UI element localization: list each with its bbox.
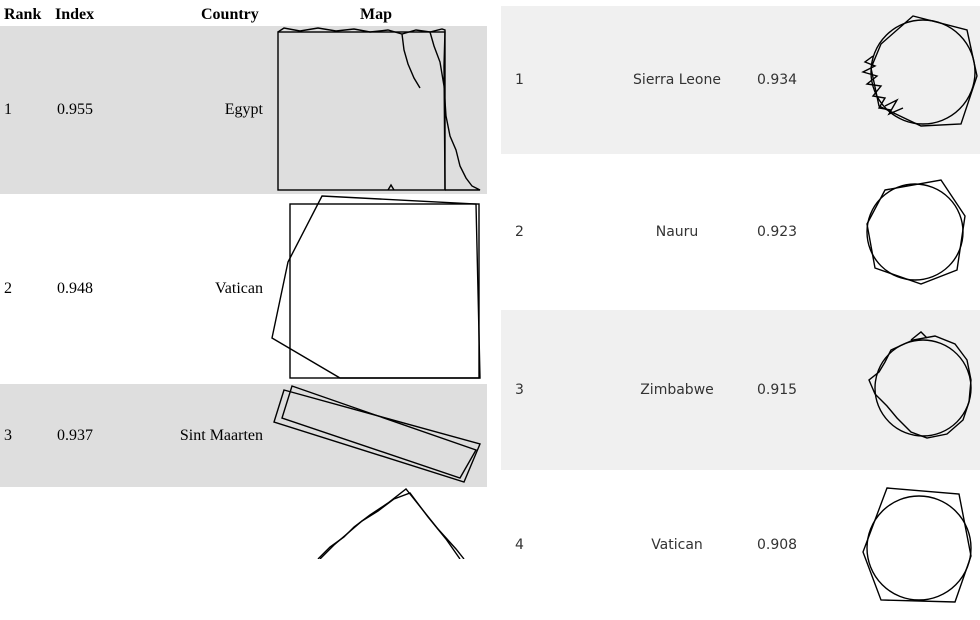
index-cell: 0.908 [757, 537, 798, 553]
rank-cell: 2 [4, 280, 12, 297]
sint-maarten-map-outline [273, 385, 481, 483]
rank-cell: 1 [4, 101, 12, 118]
country-cell: Sint Maarten [179, 426, 263, 444]
country-cell: Zimbabwe [640, 382, 714, 398]
rank-cell: 4 [515, 537, 524, 553]
rank-cell: 3 [515, 382, 524, 398]
left-ranking-table: Rank Index Country Map 1 0.955 Egypt 2 0… [0, 0, 487, 559]
vatican-map-outline [862, 487, 972, 603]
egypt-map-outline [277, 27, 481, 191]
table-row: 4 Vatican 0.908 [501, 470, 980, 620]
country-cell: Egypt [224, 101, 263, 118]
sierra-leone-map-outline [861, 15, 978, 127]
country-cell: Vatican [215, 280, 263, 297]
index-cell: 0.915 [757, 382, 798, 398]
rank-cell: 1 [515, 72, 524, 88]
index-cell: 0.948 [57, 280, 93, 297]
country-cell: Nauru [655, 224, 699, 240]
table-row [0, 487, 487, 559]
table-row: 2 Nauru 0.923 [501, 154, 980, 310]
header-index: Index [55, 6, 95, 23]
table-row: 3 Zimbabwe 0.915 [501, 310, 980, 470]
country-cell: Sierra Leone [633, 72, 721, 88]
table-row: 3 0.937 Sint Maarten [0, 384, 487, 487]
rank-cell: 3 [4, 426, 12, 444]
index-cell: 0.934 [757, 72, 798, 88]
rank-cell: 2 [515, 224, 524, 240]
vatican-map-outline [271, 195, 481, 379]
index-cell: 0.955 [57, 101, 93, 118]
nauru-map-outline [866, 179, 966, 285]
right-ranking-table: 1 Sierra Leone 0.934 2 Nauru 0.923 3 Zim… [501, 0, 980, 603]
table-row: 2 0.948 Vatican [0, 194, 487, 384]
country-cell: Vatican [651, 537, 703, 553]
header-map: Map [360, 6, 392, 23]
zimbabwe-map-outline [868, 331, 972, 439]
table-row: 1 0.955 Egypt [0, 26, 487, 194]
index-cell: 0.937 [57, 426, 93, 444]
table-row: 1 Sierra Leone 0.934 [501, 6, 980, 154]
header-rank: Rank [4, 6, 42, 23]
index-cell: 0.923 [757, 224, 798, 240]
header-country: Country [201, 6, 259, 23]
country-map-outline [317, 488, 465, 559]
